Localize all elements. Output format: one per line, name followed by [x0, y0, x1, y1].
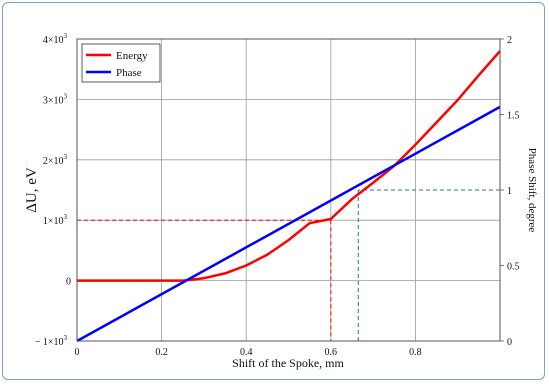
tick-exponent: 3 [64, 153, 68, 161]
tick-exponent: 3 [64, 92, 68, 100]
y-left-tick-label: 2×103 [43, 153, 68, 167]
tick-labels: 0 0.2 0.4 0.6 0.8 − 1×103 0 1×103 2×103 3×103 4×10… [35, 32, 520, 358]
series-line-phase [76, 105, 501, 343]
tick-exponent: 3 [64, 213, 68, 221]
x-tick-label: 0.2 [155, 347, 168, 358]
x-tick-label: 0.4 [240, 347, 253, 358]
x-tick-label: 0.8 [409, 347, 422, 358]
y-right-tick-label: 2 [507, 35, 512, 46]
tick-exponent: 3 [64, 334, 68, 342]
legend-label-phase: Phase [116, 67, 142, 79]
y-left-tick-label: 4×103 [43, 32, 68, 46]
series-layer [76, 50, 501, 343]
y-left-tick-label: 1×103 [43, 213, 68, 227]
x-axis-title: Shift of the Spoke, mm [232, 356, 344, 370]
x-tick-label: 0.6 [325, 347, 338, 358]
x-tick-label: 0 [75, 347, 80, 358]
y-left-tick-label: 0 [66, 277, 71, 288]
y-right-axis-title: Phase Shift, degree [526, 148, 538, 233]
y-right-tick-label: 0 [507, 337, 512, 348]
y-right-tick-label: 1 [507, 186, 512, 197]
y-left-tick-label: − 1×103 [35, 334, 68, 348]
tick-exponent: 3 [64, 32, 68, 40]
y-right-tick-label: 0.5 [507, 262, 520, 273]
y-left-axis-title: ΔU, eV [24, 167, 40, 213]
legend-label-energy: Energy [116, 50, 148, 62]
legend: Energy Phase [81, 43, 161, 83]
series-line-energy [77, 50, 501, 282]
legend-box [81, 43, 161, 83]
guide-lines [77, 189, 500, 341]
y-right-tick-label: 1.5 [507, 111, 520, 122]
y-left-tick-label: 3×103 [43, 92, 68, 106]
